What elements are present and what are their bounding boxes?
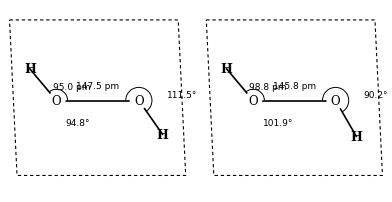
- Text: O: O: [331, 95, 340, 107]
- Text: H: H: [156, 128, 169, 141]
- Text: 147.5 pm: 147.5 pm: [76, 82, 119, 91]
- Text: O: O: [134, 95, 143, 107]
- Text: 111.5°: 111.5°: [167, 91, 197, 100]
- Circle shape: [48, 93, 65, 109]
- Text: 145.8 pm: 145.8 pm: [273, 82, 316, 91]
- Circle shape: [245, 93, 261, 109]
- Text: H: H: [350, 130, 362, 143]
- Text: H: H: [221, 63, 232, 76]
- Text: 95.0 pm: 95.0 pm: [53, 83, 90, 92]
- Text: 94.8°: 94.8°: [66, 119, 90, 128]
- Circle shape: [131, 93, 147, 109]
- Text: 98.8 pm: 98.8 pm: [249, 83, 287, 92]
- Text: H: H: [24, 63, 36, 76]
- Text: O: O: [249, 95, 258, 107]
- Text: 90.2°: 90.2°: [364, 91, 388, 100]
- Text: 101.9°: 101.9°: [263, 119, 293, 128]
- Circle shape: [327, 93, 344, 109]
- Text: O: O: [52, 95, 61, 107]
